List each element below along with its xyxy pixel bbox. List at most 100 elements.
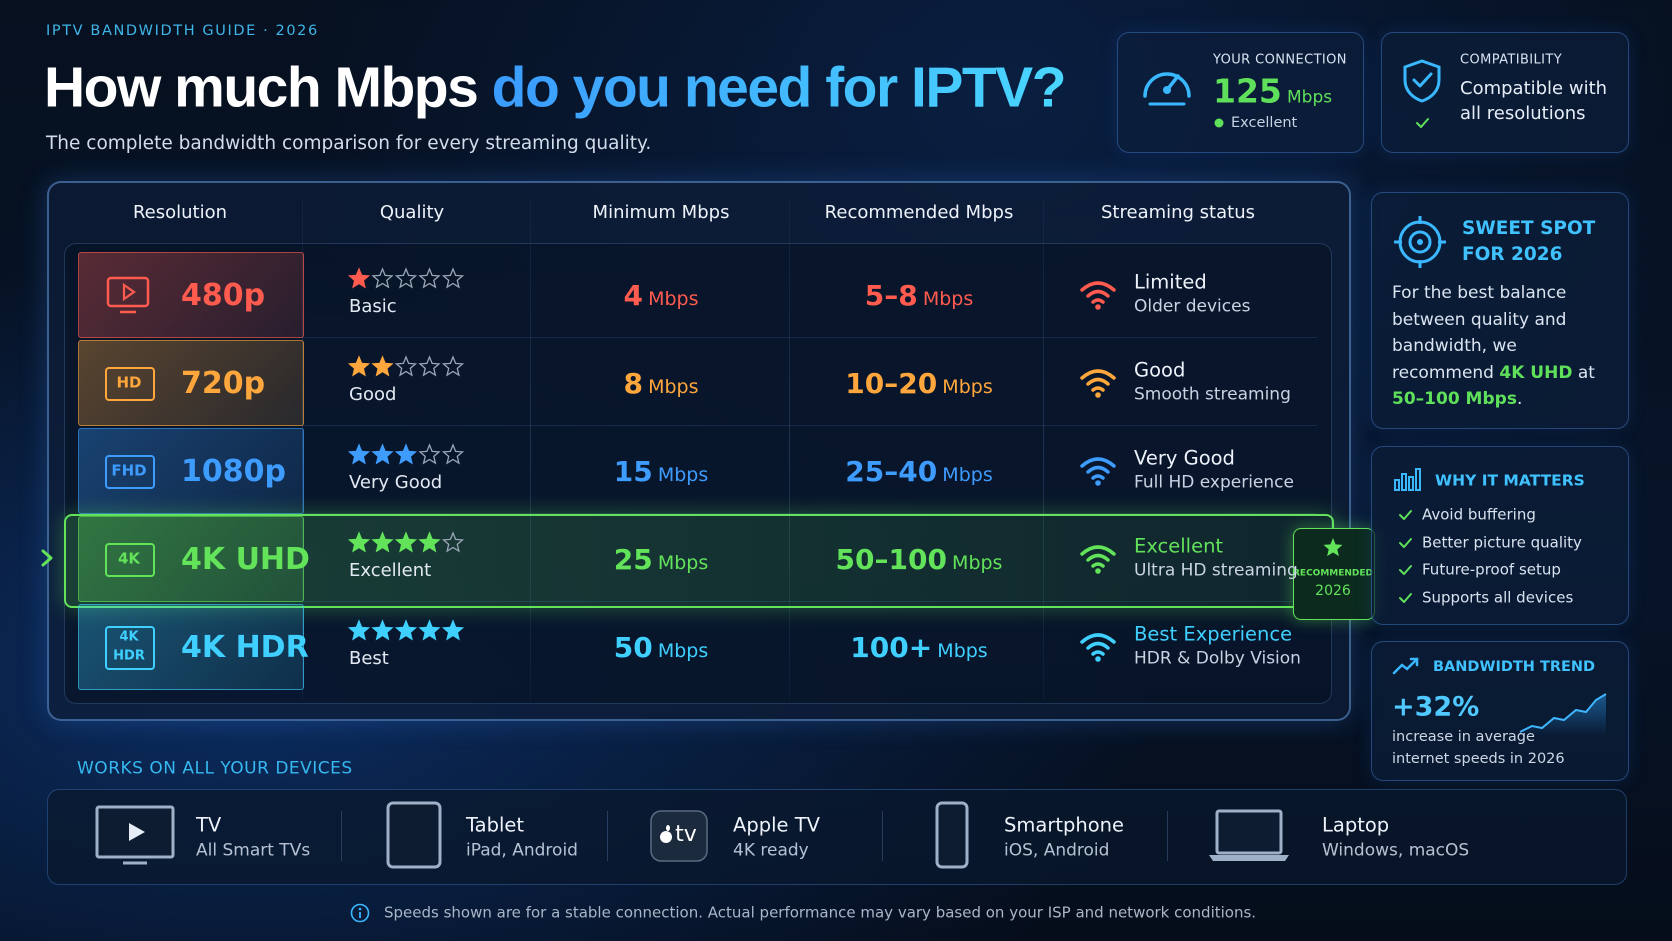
column-header: Recommended Mbps	[824, 202, 1014, 223]
device-icon	[1209, 809, 1289, 861]
mbps-value: 25	[613, 543, 653, 576]
icon-rect	[1215, 809, 1283, 855]
icon-path	[1399, 537, 1412, 548]
why-card	[1371, 446, 1629, 625]
icon-path	[1399, 593, 1412, 604]
star-filled	[347, 619, 371, 641]
star-empty	[418, 443, 441, 465]
star-empty	[371, 267, 394, 289]
device-detail: 4K ready	[733, 840, 809, 861]
device-separator	[882, 811, 883, 861]
compatibility-label: COMPATIBILITY	[1460, 52, 1563, 68]
wifi-icon	[1080, 281, 1116, 310]
star-empty	[394, 355, 418, 377]
shield-icon	[1403, 59, 1441, 103]
device-icon-text: tv	[675, 822, 697, 847]
star-rating	[347, 267, 465, 289]
compatibility-text: all resolutions	[1460, 103, 1586, 124]
why-item: Avoid buffering	[1422, 505, 1536, 524]
badge-text: RECOMMENDED	[1292, 568, 1374, 579]
mbps-value: 100+	[850, 631, 933, 664]
mbps-value: 5–8	[864, 279, 918, 312]
icon-path	[1091, 386, 1105, 392]
icon-circle	[1214, 118, 1224, 128]
icon-polygon	[1323, 538, 1343, 557]
icon-path	[1086, 553, 1110, 562]
icon-path	[122, 282, 136, 302]
icon-path	[1399, 510, 1412, 520]
status-detail: Older devices	[1134, 296, 1251, 317]
star-empty	[441, 267, 465, 289]
resolution-cell	[78, 604, 304, 690]
icon-path	[1091, 650, 1105, 656]
footnote: Speeds shown are for a stable connection…	[384, 903, 1257, 922]
trend-icon	[1392, 657, 1419, 675]
star-filled	[371, 531, 394, 553]
minimum-mbps: 4 Mbps	[624, 282, 699, 310]
icon-circle	[1163, 86, 1171, 94]
resolution-badge-text: HD	[116, 373, 142, 392]
mbps-value: 10–20	[845, 367, 938, 400]
recommended-mbps: 25–40 Mbps	[845, 458, 992, 486]
icon-circle	[350, 903, 370, 923]
row-divider	[302, 337, 1317, 338]
device-name: Smartphone	[1004, 813, 1125, 837]
device-icon	[386, 801, 442, 869]
why-title: WHY IT MATTERS	[1435, 471, 1585, 490]
icon-rect	[935, 801, 969, 869]
icon-rect	[1415, 468, 1421, 491]
star-empty	[441, 531, 465, 553]
mbps-unit: Mbps	[657, 464, 709, 486]
sweet-spot-title: FOR 2026	[1462, 243, 1563, 265]
status-label: Very Good	[1134, 446, 1235, 470]
devices-bar	[47, 789, 1627, 885]
resolution-label: 4K HDR	[181, 630, 309, 665]
device-name: Tablet	[466, 813, 525, 837]
star-filled	[394, 443, 418, 465]
sweet-spot-title: SWEET SPOT	[1462, 217, 1596, 239]
status-label: Excellent	[1134, 534, 1224, 558]
device-detail: iOS, Android	[1004, 840, 1110, 861]
body-text: at	[1572, 362, 1595, 383]
device-name: Laptop	[1322, 813, 1390, 837]
devices-title: WORKS ON ALL YOUR DEVICES	[77, 758, 353, 779]
icon-rect	[386, 801, 442, 869]
star-rating	[347, 443, 465, 465]
speed-unit: Mbps	[1286, 87, 1333, 108]
star-filled	[347, 355, 371, 377]
star-filled	[371, 443, 394, 465]
wifi-icon	[1080, 457, 1116, 486]
resolution-badge-text: HDR	[113, 648, 145, 664]
icon-path	[1409, 657, 1419, 667]
subtitle: The complete bandwidth comparison for ev…	[46, 132, 652, 154]
mbps-value: 8	[623, 367, 643, 400]
column-separator	[302, 200, 303, 700]
mbps-unit: Mbps	[648, 376, 699, 398]
quality-label: Very Good	[349, 472, 443, 493]
mbps-unit: Mbps	[922, 288, 974, 310]
icon-path	[1080, 369, 1116, 380]
column-header: Resolution	[132, 202, 228, 223]
device-detail: iPad, Android	[466, 840, 578, 861]
star-filled	[371, 355, 394, 377]
recommended-mbps: 100+ Mbps	[850, 634, 987, 662]
icon-rect	[1394, 479, 1400, 491]
column-separator	[789, 200, 790, 700]
wifi-icon	[1080, 633, 1116, 662]
minimum-mbps: 15 Mbps	[614, 458, 708, 486]
device-icon	[650, 810, 708, 862]
column-header: Streaming status	[1101, 202, 1255, 223]
mbps-unit: Mbps	[952, 552, 1003, 574]
status-label: Limited	[1134, 270, 1207, 294]
icon-path	[1520, 694, 1606, 736]
icon-circle	[358, 907, 362, 911]
resolution-cell	[78, 516, 304, 602]
quality-label: Best	[349, 648, 389, 669]
star-rating	[347, 355, 465, 377]
star-filled	[347, 443, 371, 465]
device-separator	[341, 811, 342, 861]
resolution-label: 4K UHD	[181, 542, 310, 577]
device-icon	[95, 805, 175, 865]
eyebrow: IPTV BANDWIDTH GUIDE · 2026	[46, 22, 319, 39]
star-empty	[418, 267, 441, 289]
